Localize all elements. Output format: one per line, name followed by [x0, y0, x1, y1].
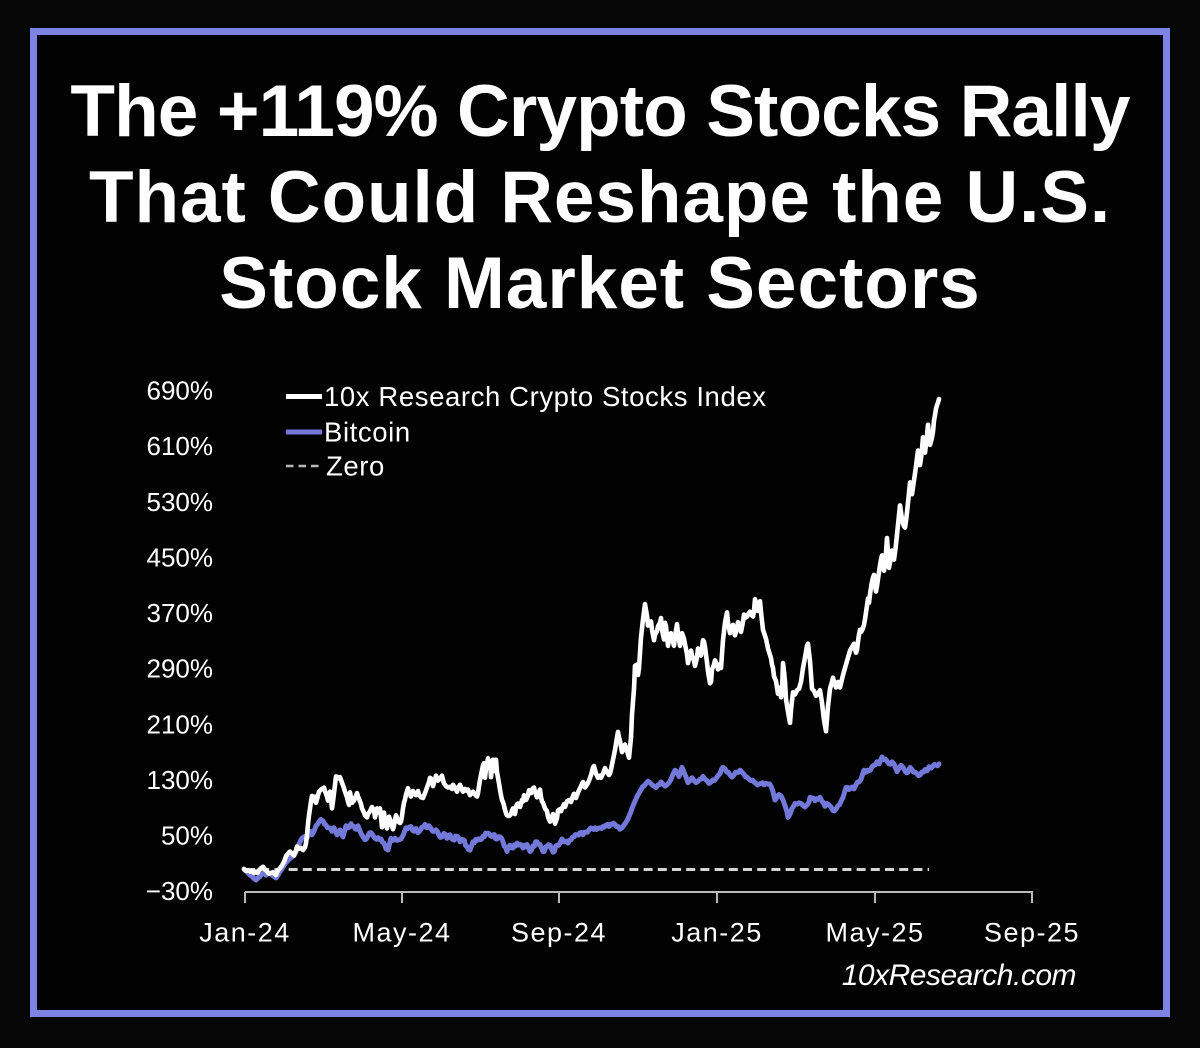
svg-text:50%: 50%: [161, 821, 213, 851]
svg-text:130%: 130%: [147, 765, 214, 795]
svg-text:450%: 450%: [147, 543, 214, 573]
svg-text:Sep-24: Sep-24: [511, 918, 607, 948]
svg-text:Jan-25: Jan-25: [671, 918, 763, 948]
svg-text:210%: 210%: [147, 709, 214, 739]
svg-text:530%: 530%: [147, 487, 214, 517]
svg-text:May-24: May-24: [352, 918, 451, 948]
svg-text:610%: 610%: [147, 431, 214, 461]
svg-text:Bitcoin: Bitcoin: [324, 417, 411, 448]
svg-text:May-25: May-25: [825, 918, 924, 948]
svg-text:290%: 290%: [147, 654, 214, 684]
svg-text:Sep-25: Sep-25: [984, 918, 1080, 948]
svg-text:Zero: Zero: [326, 451, 385, 482]
svg-text:370%: 370%: [147, 598, 214, 628]
svg-text:Jan-24: Jan-24: [199, 918, 291, 948]
svg-text:690%: 690%: [147, 376, 214, 406]
svg-text:10x Research Crypto Stocks Ind: 10x Research Crypto Stocks Index: [324, 381, 767, 412]
svg-text:−30%: −30%: [146, 876, 213, 906]
